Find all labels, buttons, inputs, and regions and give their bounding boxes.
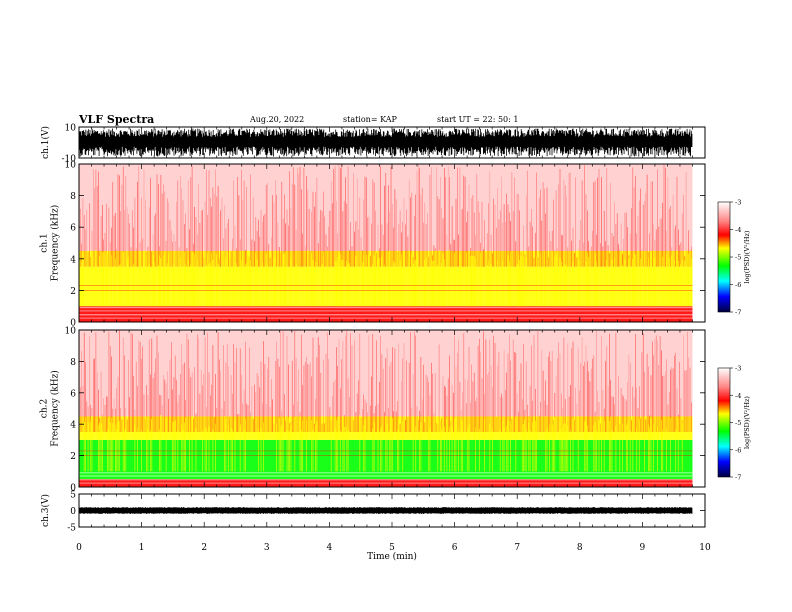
ch1-y-tick-label: 10 [65, 124, 77, 134]
ch1-freq-tick-label: 2 [70, 287, 76, 297]
colorbar-tick-label: -6 [735, 446, 741, 454]
x-tick-label: 3 [264, 543, 270, 553]
colorbar [717, 201, 731, 313]
ch3-waveform-ylabel-line: ch.3(V) [40, 494, 51, 527]
psd-band [79, 306, 693, 315]
spectrogram-ch1-spectrogram [78, 164, 693, 322]
ch1-freq-tick-label: 10 [65, 161, 77, 171]
station-label: station= KAP [343, 115, 397, 124]
x-tick-label: 1 [139, 543, 145, 553]
psd-band [79, 266, 693, 307]
ch2-freq-tick-label: 0 [70, 484, 76, 494]
colorbar-tick-label: -7 [735, 309, 741, 317]
ch3-y-tick-label: 0 [70, 507, 76, 517]
colorbar-tick-label: -5 [735, 254, 741, 262]
ch3-y-tick-label: -5 [67, 524, 76, 534]
date-label: Aug.20, 2022 [250, 115, 305, 124]
waveform-trace [79, 507, 693, 514]
ch1-freq-tick-label: 4 [70, 255, 76, 265]
colorbar-tick-label: -3 [735, 199, 741, 207]
x-tick-label: 8 [577, 543, 583, 553]
ch1-waveform-ylabel: ch.1(V) [40, 126, 51, 159]
ch1-spectrogram-ylabel: ch.1Frequency (kHz) [40, 205, 61, 282]
ch1-freq-tick-label: 0 [70, 319, 76, 329]
x-tick-label: 4 [327, 543, 333, 553]
colorbar-tick-label: -7 [735, 474, 741, 482]
ch2-spectrogram-ylabel-line: Frequency (kHz) [50, 370, 61, 447]
colorbar [717, 367, 731, 478]
ch3-waveform-ylabel: ch.3(V) [40, 494, 51, 527]
ch2-freq-tick-label: 10 [65, 327, 77, 337]
x-tick-label: 5 [389, 543, 395, 553]
x-tick-label: 6 [452, 543, 458, 553]
ch2-spectrogram-ylabel-line: ch.2 [40, 399, 50, 418]
colorbar-tick-label: -3 [735, 365, 741, 373]
ch1-spectrogram-ylabel-line: Frequency (kHz) [50, 205, 61, 282]
ch1-freq-tick-label: 8 [70, 192, 76, 202]
chart-title: VLF Spectra [79, 113, 155, 126]
ch2-freq-tick-label: 2 [70, 452, 76, 462]
x-tick-label: 2 [201, 543, 207, 553]
ch1-y-tick-label: -10 [62, 155, 77, 165]
x-tick-label: 10 [699, 543, 711, 553]
ch1-waveform-ylabel-line: ch.1(V) [40, 126, 51, 159]
x-axis-label: Time (min) [367, 551, 417, 562]
ch3-y-tick-label: 5 [70, 491, 76, 501]
x-tick-label: 7 [514, 543, 520, 553]
colorbar-tick-label: -5 [735, 419, 741, 427]
x-tick-label: 0 [76, 543, 82, 553]
ch2-freq-tick-label: 4 [70, 421, 76, 431]
ch2-freq-tick-label: 8 [70, 358, 76, 368]
ch1-spectrogram-ylabel-line: ch.1 [40, 233, 50, 252]
start-time-label: start UT = 22: 50: 1 [437, 115, 519, 124]
colorbar-tick-label: -4 [735, 226, 741, 234]
x-tick-label: 9 [640, 543, 646, 553]
colorbar-tick-label: -6 [735, 281, 741, 289]
ch1-freq-tick-label: 6 [70, 224, 76, 234]
ch2-freq-tick-label: 6 [70, 389, 76, 399]
colorbar-tick-label: -4 [735, 392, 741, 400]
colorbar-label: log(PSD)(V²/Hz) [743, 396, 751, 449]
spectrogram-ch2-spectrogram [78, 330, 693, 487]
ch2-spectrogram-ylabel: ch.2Frequency (kHz) [40, 370, 61, 447]
colorbar-label: log(PSD)(V²/Hz) [743, 230, 751, 283]
waveform-trace [79, 128, 693, 157]
